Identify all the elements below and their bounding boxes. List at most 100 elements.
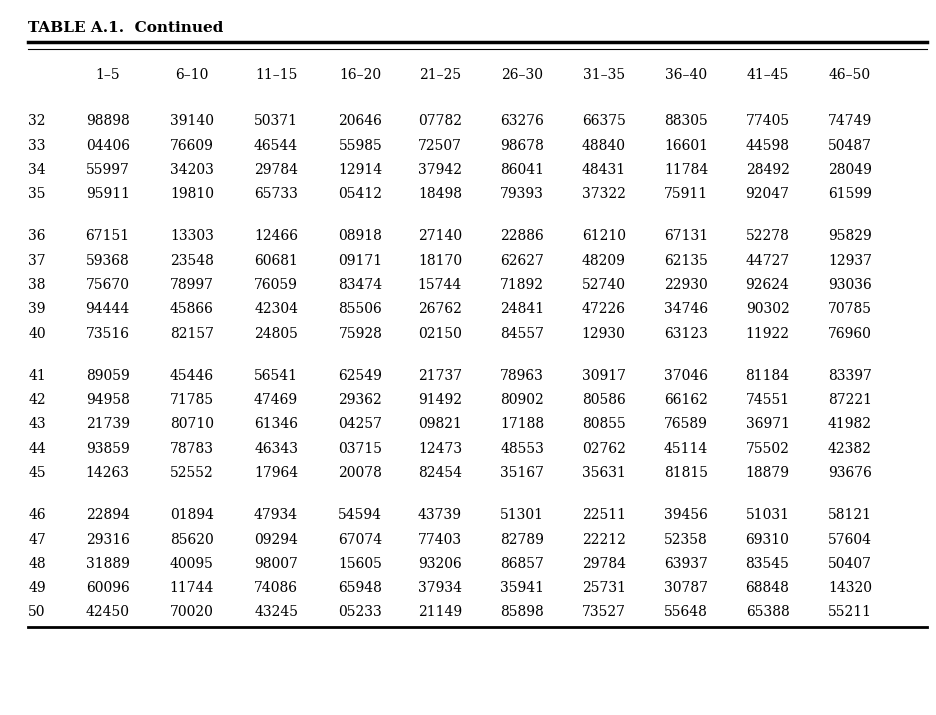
Text: 28049: 28049 (828, 163, 871, 177)
Text: 71785: 71785 (169, 393, 214, 407)
Text: 52278: 52278 (746, 230, 789, 243)
Text: 13303: 13303 (170, 230, 213, 243)
Text: 58121: 58121 (827, 508, 872, 522)
Text: 38: 38 (28, 278, 46, 292)
Text: 04406: 04406 (85, 139, 130, 152)
Text: 46: 46 (28, 508, 46, 522)
Text: 47934: 47934 (254, 508, 299, 522)
Text: 02150: 02150 (418, 327, 461, 340)
Text: 39: 39 (28, 302, 46, 316)
Text: 23548: 23548 (170, 254, 213, 267)
Text: 89059: 89059 (86, 369, 129, 383)
Text: 94958: 94958 (86, 393, 129, 407)
Text: 60096: 60096 (86, 581, 129, 595)
Text: 05412: 05412 (338, 187, 383, 201)
Text: 63937: 63937 (665, 557, 708, 571)
Text: 80586: 80586 (582, 393, 625, 407)
Text: 47226: 47226 (581, 302, 626, 316)
Text: 51031: 51031 (745, 508, 790, 522)
Text: 27140: 27140 (417, 230, 462, 243)
Text: 55648: 55648 (665, 606, 708, 619)
Text: 21737: 21737 (417, 369, 462, 383)
Text: 08918: 08918 (339, 230, 382, 243)
Text: 22930: 22930 (665, 278, 708, 292)
Text: 81815: 81815 (664, 466, 709, 480)
Text: 41982: 41982 (827, 418, 872, 431)
Text: 62549: 62549 (339, 369, 382, 383)
Text: 20646: 20646 (339, 114, 382, 128)
Text: 62627: 62627 (501, 254, 544, 267)
Text: 75911: 75911 (664, 187, 709, 201)
Text: 40095: 40095 (170, 557, 213, 571)
Text: 32: 32 (28, 114, 46, 128)
Text: 37934: 37934 (417, 581, 462, 595)
Text: 18170: 18170 (417, 254, 462, 267)
Text: 20078: 20078 (339, 466, 382, 480)
Text: 02762: 02762 (582, 442, 625, 455)
Text: 50407: 50407 (827, 557, 872, 571)
Text: 77405: 77405 (745, 114, 790, 128)
Text: 35941: 35941 (500, 581, 545, 595)
Text: 36: 36 (28, 230, 46, 243)
Text: 49: 49 (28, 581, 46, 595)
Text: 74749: 74749 (827, 114, 872, 128)
Text: 18498: 18498 (417, 187, 462, 201)
Text: 87221: 87221 (827, 393, 872, 407)
Text: 95829: 95829 (828, 230, 871, 243)
Text: 30787: 30787 (664, 581, 709, 595)
Text: 76059: 76059 (255, 278, 298, 292)
Text: 51301: 51301 (500, 508, 545, 522)
Text: 70785: 70785 (827, 302, 872, 316)
Text: 75670: 75670 (85, 278, 130, 292)
Text: 98007: 98007 (255, 557, 298, 571)
Text: 50487: 50487 (827, 139, 872, 152)
Text: 14320: 14320 (827, 581, 872, 595)
Text: 1–5: 1–5 (95, 68, 120, 82)
Text: TABLE A.1.  Continued: TABLE A.1. Continued (28, 21, 224, 36)
Text: 50371: 50371 (254, 114, 299, 128)
Text: 46544: 46544 (254, 139, 299, 152)
Text: 12914: 12914 (338, 163, 383, 177)
Text: 68848: 68848 (746, 581, 789, 595)
Text: 48431: 48431 (581, 163, 626, 177)
Text: 93036: 93036 (828, 278, 871, 292)
Text: 22886: 22886 (501, 230, 544, 243)
Text: 26–30: 26–30 (502, 68, 543, 82)
Text: 43739: 43739 (417, 508, 462, 522)
Text: 94444: 94444 (85, 302, 130, 316)
Text: 42450: 42450 (85, 606, 130, 619)
Text: 70020: 70020 (170, 606, 213, 619)
Text: 85506: 85506 (339, 302, 382, 316)
Text: 33: 33 (28, 139, 46, 152)
Text: 61346: 61346 (254, 418, 299, 431)
Text: 09171: 09171 (338, 254, 383, 267)
Text: 75502: 75502 (746, 442, 789, 455)
Text: 46343: 46343 (254, 442, 299, 455)
Text: 72507: 72507 (417, 139, 462, 152)
Text: 36971: 36971 (745, 418, 790, 431)
Text: 69310: 69310 (746, 533, 789, 546)
Text: 59368: 59368 (86, 254, 129, 267)
Text: 85898: 85898 (501, 606, 544, 619)
Text: 48: 48 (28, 557, 46, 571)
Text: 36–40: 36–40 (665, 68, 708, 82)
Text: 29362: 29362 (339, 393, 382, 407)
Text: 67131: 67131 (664, 230, 709, 243)
Text: 09821: 09821 (418, 418, 461, 431)
Text: 85620: 85620 (170, 533, 213, 546)
Text: 52358: 52358 (665, 533, 708, 546)
Text: 86041: 86041 (500, 163, 545, 177)
Text: 29784: 29784 (581, 557, 626, 571)
Text: 09294: 09294 (255, 533, 298, 546)
Text: 12930: 12930 (582, 327, 625, 340)
Text: 05233: 05233 (339, 606, 382, 619)
Text: 66162: 66162 (665, 393, 708, 407)
Text: 66375: 66375 (582, 114, 625, 128)
Text: 44: 44 (28, 442, 46, 455)
Text: 42304: 42304 (254, 302, 299, 316)
Text: 76960: 76960 (828, 327, 871, 340)
Text: 95911: 95911 (85, 187, 130, 201)
Text: 54594: 54594 (338, 508, 383, 522)
Text: 45866: 45866 (170, 302, 213, 316)
Text: 73516: 73516 (85, 327, 130, 340)
